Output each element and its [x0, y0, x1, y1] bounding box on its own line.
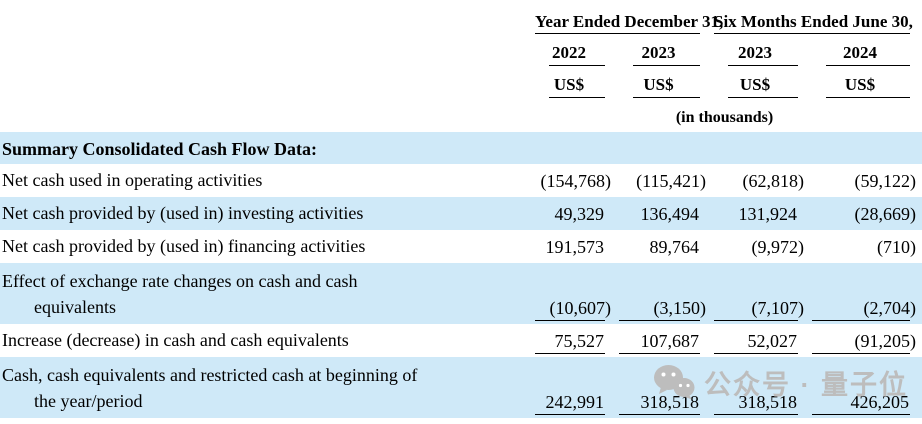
value-cell: 318,518 [533, 418, 617, 424]
table-row: Effect of exchange rate changes on cash … [0, 263, 922, 324]
table-row: Net cash provided by (used in) investing… [0, 197, 922, 230]
table-row: Increase (decrease) in cash and cash equ… [0, 324, 922, 357]
row-label: Net cash used in operating activities [2, 170, 263, 190]
value-cell: (9,972) [751, 237, 805, 257]
value-cell: 318,518 [712, 357, 810, 418]
value-cell: 318,518 [617, 357, 712, 418]
currency-header: US$ [810, 68, 922, 100]
value-cell: 242,991 [533, 357, 617, 418]
value-cell: 136,494 [640, 204, 700, 224]
currency-header: US$ [533, 68, 617, 100]
currency-header: US$ [617, 68, 712, 100]
value-cell: 107,687 [617, 324, 712, 357]
value-cell: (59,122) [854, 171, 917, 191]
column-group-header-row: Year Ended December 31, Six Months Ended… [0, 0, 922, 36]
value-cell: 370,545 [712, 418, 810, 424]
value-cell: (62,818) [742, 171, 805, 191]
year-header: 2023 [617, 36, 712, 68]
value-cell: (91,205) [810, 324, 922, 357]
year-header: 2022 [533, 36, 617, 68]
table-row: Cash, cash equivalents and restricted ca… [0, 357, 922, 418]
value-cell: 75,527 [533, 324, 617, 357]
spacer-cell [0, 0, 533, 36]
value-cell: 52,027 [712, 324, 810, 357]
value-cell: (710) [877, 237, 916, 257]
group-header-six-months: Six Months Ended June 30, [712, 0, 922, 36]
spacer-cell [0, 100, 533, 132]
row-label: Net cash provided by (used in) financing… [2, 236, 366, 256]
value-cell: (28,669) [854, 204, 917, 224]
currency-header: US$ [712, 68, 810, 100]
value-cell: (115,421) [636, 171, 706, 191]
table-row: Net cash used in operating activities (1… [0, 164, 922, 197]
value-cell: 335,000 [810, 418, 922, 424]
row-label: Net cash provided by (used in) investing… [2, 203, 364, 223]
table-row: Cash, cash equivalents and restricted ca… [0, 418, 922, 424]
value-cell: (154,768) [540, 171, 612, 191]
year-header: 2023 [712, 36, 810, 68]
value-cell: (10,607) [533, 263, 617, 324]
value-cell: (3,150) [617, 263, 712, 324]
value-cell: (2,704) [810, 263, 922, 324]
value-cell: 89,764 [649, 237, 700, 257]
group-header-year-ended: Year Ended December 31, [533, 0, 723, 36]
spacer-cell [0, 68, 533, 100]
row-label: Increase (decrease) in cash and cash equ… [2, 330, 349, 350]
section-header-row: Summary Consolidated Cash Flow Data: [0, 132, 922, 164]
currency-header-row: US$ US$ US$ US$ [0, 68, 922, 100]
spacer-cell [0, 36, 533, 68]
row-label: Effect of exchange rate changes on cash … [2, 271, 358, 317]
year-header: 2024 [810, 36, 922, 68]
units-note: (in thousands) [675, 109, 774, 126]
year-header-row: 2022 2023 2023 2024 [0, 36, 922, 68]
table-row: Net cash provided by (used in) financing… [0, 230, 922, 263]
value-cell: 49,329 [554, 204, 605, 224]
units-note-row: (in thousands) [0, 100, 922, 132]
row-label: Cash, cash equivalents and restricted ca… [2, 365, 418, 411]
row-label: Cash, cash equivalents and restricted ca… [0, 418, 533, 424]
value-cell: 426,205 [810, 357, 922, 418]
section-title: Summary Consolidated Cash Flow Data: [2, 139, 318, 159]
value-cell: 426,205 [617, 418, 712, 424]
value-cell: (7,107) [712, 263, 810, 324]
value-cell: 131,924 [738, 204, 798, 224]
value-cell: 191,573 [545, 237, 605, 257]
